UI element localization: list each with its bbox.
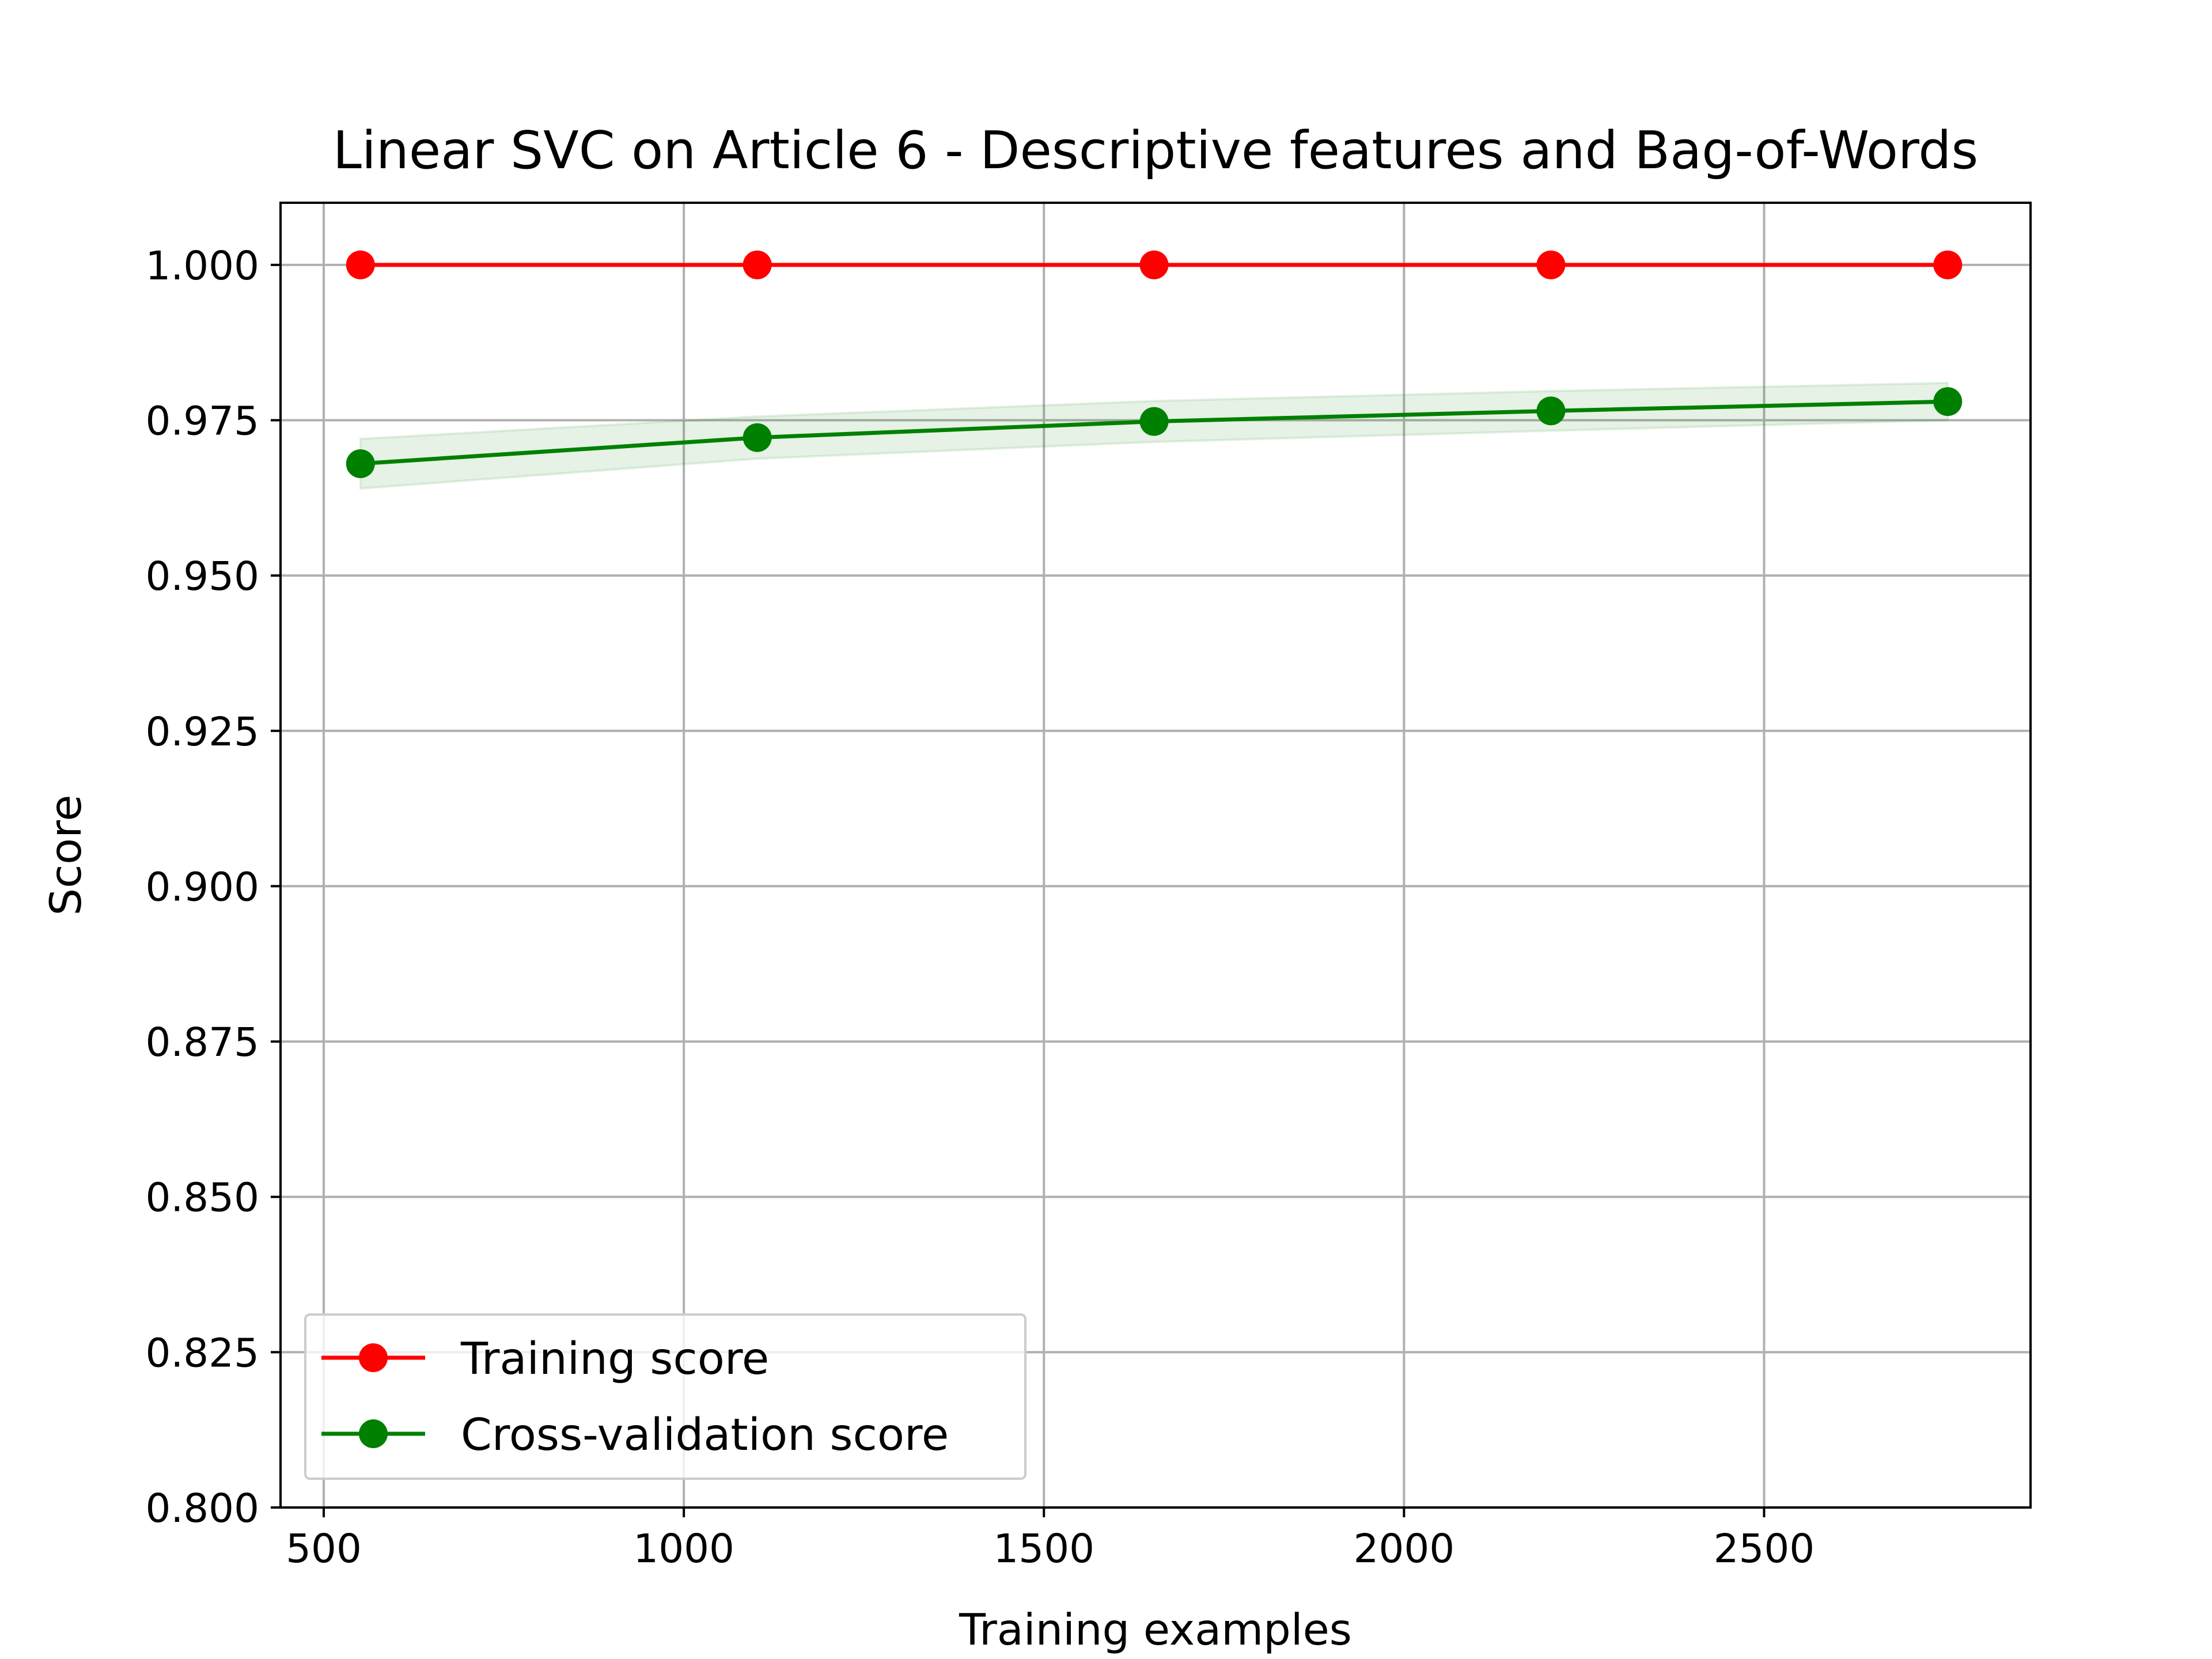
y-tick-label: 0.875 — [145, 1020, 259, 1066]
marker-cross-validation — [1933, 387, 1963, 416]
y-axis-label: Score — [40, 794, 91, 915]
y-tick-label: 1.000 — [145, 243, 259, 289]
marker-cross-validation — [1139, 407, 1169, 436]
legend-marker-cross-validation — [359, 1419, 388, 1448]
x-tick-label: 2000 — [1354, 1526, 1455, 1572]
legend-box — [304, 1313, 1027, 1480]
marker-cross-validation — [346, 449, 375, 478]
series-markers — [346, 250, 1963, 478]
marker-training — [346, 250, 375, 279]
legend-label-training: Training score — [460, 1334, 769, 1385]
x-tick-label: 500 — [286, 1526, 362, 1572]
x-tick-label: 2500 — [1714, 1526, 1815, 1572]
marker-training — [1536, 250, 1566, 279]
marker-cross-validation — [743, 423, 772, 452]
y-tick-label: 0.925 — [145, 709, 259, 755]
y-tick-label: 0.825 — [145, 1330, 259, 1376]
y-tick-label: 0.900 — [145, 864, 259, 910]
marker-cross-validation — [1536, 396, 1566, 426]
legend: Training score Cross-validation score — [304, 1313, 1027, 1480]
marker-training — [1933, 250, 1963, 279]
x-tick-label: 1000 — [633, 1526, 734, 1572]
y-tick-label: 0.800 — [145, 1486, 259, 1532]
legend-label-cross-validation: Cross-validation score — [461, 1410, 949, 1461]
chart-title: Linear SVC on Article 6 - Descriptive fe… — [333, 120, 1979, 181]
y-tick-label: 0.850 — [145, 1175, 259, 1221]
legend-marker-training — [359, 1343, 388, 1372]
axis-ticks: 500 1000 1500 2000 2500 0.800 0.825 0.850 0.875 0… — [145, 243, 1815, 1572]
y-tick-label: 0.975 — [145, 399, 259, 445]
marker-training — [743, 250, 772, 279]
x-axis-label: Training examples — [959, 1604, 1352, 1655]
x-tick-label: 1500 — [993, 1526, 1094, 1572]
marker-training — [1139, 250, 1169, 279]
plot-frame — [279, 202, 2032, 1509]
y-tick-label: 0.950 — [145, 554, 259, 600]
